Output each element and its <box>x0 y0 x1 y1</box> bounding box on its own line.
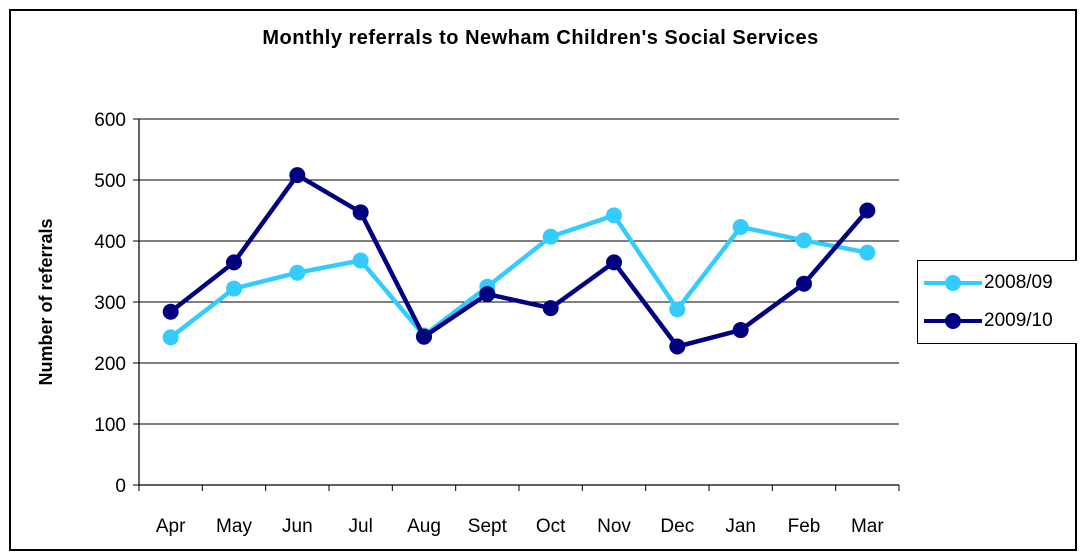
x-tick-label: Aug <box>407 516 441 537</box>
data-point <box>732 322 749 339</box>
chart-frame <box>9 9 1077 551</box>
series-2008-09 <box>162 207 876 346</box>
y-tick-label: 100 <box>94 415 126 436</box>
x-tick-label: Mar <box>851 516 884 537</box>
data-point <box>289 264 306 281</box>
data-point <box>796 232 812 249</box>
legend-label-2008-09: 2008/09 <box>984 272 1053 293</box>
data-point <box>289 167 306 184</box>
x-tick-label: Sept <box>468 516 508 537</box>
data-point <box>162 303 179 320</box>
data-point <box>606 254 622 271</box>
data-point <box>479 286 496 303</box>
data-point <box>606 207 622 224</box>
data-point <box>416 328 432 345</box>
data-point <box>859 202 876 219</box>
data-point <box>669 301 686 318</box>
data-point <box>732 218 749 235</box>
x-tick-label: Apr <box>156 516 186 537</box>
x-tick-label: Oct <box>536 516 566 537</box>
data-point <box>352 204 369 221</box>
data-point <box>162 329 179 346</box>
series-line-2008-09 <box>169 212 868 340</box>
y-tick-label: 0 <box>115 476 126 497</box>
legend-item-2009-10: 2009/10 <box>924 309 1053 333</box>
data-point <box>859 244 876 261</box>
x-tick-label: Jan <box>725 516 756 537</box>
gridlines <box>139 118 899 425</box>
data-point <box>669 338 686 355</box>
x-tick-label: Jun <box>282 516 313 537</box>
y-tick-label: 400 <box>94 232 126 253</box>
y-tick-labels: 0 100 200 300 400 500 600 <box>94 110 126 497</box>
x-tick-label: Dec <box>660 516 694 537</box>
axes <box>133 118 900 491</box>
data-point <box>226 254 242 271</box>
series-2009-10 <box>162 167 876 355</box>
y-tick-label: 600 <box>94 110 126 131</box>
y-axis-title: Number of referrals <box>36 218 56 385</box>
series <box>162 167 876 355</box>
y-tick-label: 200 <box>94 354 126 375</box>
y-tick-label: 500 <box>94 171 126 192</box>
legend: 2008/09 2009/10 <box>917 260 1077 344</box>
y-tick-label: 300 <box>94 293 126 314</box>
chart-title: Monthly referrals to Newham Children's S… <box>262 27 819 49</box>
x-tick-labels: Apr May Jun Jul Aug Sept Oct Nov Dec Jan Feb Mar <box>156 516 884 537</box>
data-point <box>542 300 559 317</box>
data-point <box>352 252 369 269</box>
x-tick-label: Jul <box>349 516 373 537</box>
data-point <box>226 280 242 297</box>
x-tick-label: Nov <box>597 516 631 537</box>
x-tick-label: May <box>216 516 252 537</box>
x-tick-label: Feb <box>788 516 821 537</box>
legend-swatch-2008-09 <box>924 271 982 295</box>
data-point <box>796 275 812 292</box>
data-point <box>542 228 559 245</box>
legend-item-2008-09: 2008/09 <box>924 271 1053 295</box>
legend-swatch-2009-10 <box>924 309 982 333</box>
series-line-2009-10 <box>169 172 870 350</box>
legend-label-2009-10: 2009/10 <box>984 310 1053 331</box>
